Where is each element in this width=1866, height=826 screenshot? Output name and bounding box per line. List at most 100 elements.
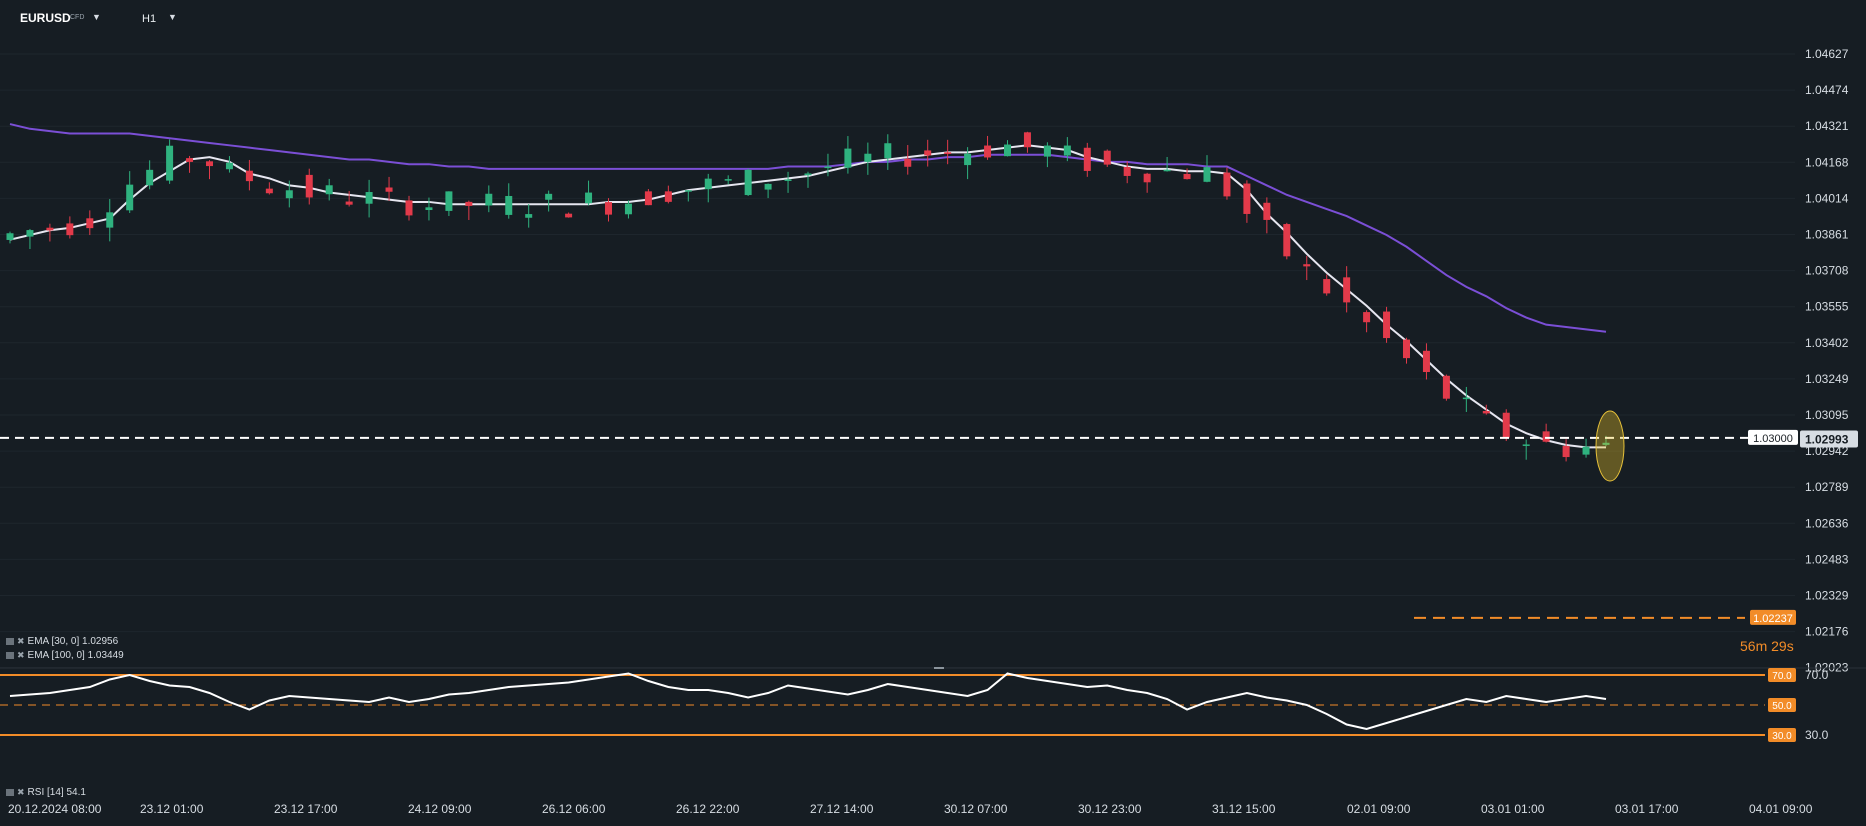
symbol-dropdown-chevron-icon[interactable]: ▼ [92,12,101,22]
candle [1143,172,1151,193]
candle [684,190,692,202]
low-marker-label: 1.02237 [1750,609,1796,625]
candle [1263,197,1271,234]
price-tick-label: 1.03555 [1805,300,1849,314]
candles [6,131,1610,462]
candle [1582,438,1590,458]
candle [1083,142,1091,177]
candle [505,183,513,219]
top-toolbar: EURUSD CFD ▼ H1 ▼ [0,0,1866,36]
horizontal-line-label[interactable]: 1.03000 [1748,429,1798,445]
candle [1343,266,1351,313]
timeframe-label[interactable]: H1 [142,13,157,25]
rsi-legend[interactable]: ✖ RSI [14] 54.1 [6,787,86,798]
candle [106,199,114,242]
price-tick-label: 1.03861 [1805,228,1849,242]
candle [1442,374,1450,401]
candle [1562,439,1570,462]
time-tick-label: 03.01 01:00 [1481,802,1545,816]
highlight-ellipse[interactable] [1595,410,1625,482]
candle [904,145,912,175]
settings-icon[interactable] [6,651,14,659]
rsi-axis-tick: 70.0 [1805,668,1829,682]
candle [1303,255,1311,281]
candle [1383,306,1391,343]
rsi-legend-label: RSI [14] 54.1 [27,787,86,798]
settings-icon[interactable] [6,637,14,645]
candle [166,139,174,184]
countdown-seconds: 29s [1771,638,1794,654]
candle [1542,423,1550,443]
close-icon[interactable]: ✖ [17,650,25,660]
candle [624,200,632,219]
rsi-axis-tick: 30.0 [1805,728,1829,742]
time-tick-label: 26.12 22:00 [676,802,740,816]
candle [325,178,333,201]
rsi-level-value: 30.0 [1772,731,1792,742]
price-tick-label: 1.04168 [1805,155,1849,169]
price-tick-label: 1.02329 [1805,589,1849,603]
candle [844,136,852,174]
candle [565,212,573,218]
rsi-level-label: 30.0 [1768,728,1796,742]
ema100-polyline [9,123,1607,333]
price-tick-label: 1.04014 [1805,191,1849,205]
candle [864,142,872,175]
candle [146,160,154,190]
candle [944,139,952,165]
candle [924,139,932,167]
candle [485,185,493,213]
price-tick-label: 1.02789 [1805,480,1849,494]
ema100-legend[interactable]: ✖ EMA [100, 0] 1.03449 [6,650,124,661]
rsi-polyline [9,672,1607,731]
time-tick-label: 24.12 09:00 [408,802,472,816]
candle [1023,131,1031,153]
price-tick-label: 1.02483 [1805,552,1849,566]
ema30-legend[interactable]: ✖ EMA [30, 0] 1.02956 [6,636,118,647]
symbol-name[interactable]: EURUSD [20,11,71,25]
time-tick-label: 27.12 14:00 [810,802,874,816]
candle [724,175,732,185]
time-tick-label: 04.01 09:00 [1749,802,1813,816]
candle [126,171,134,213]
price-axis[interactable]: 1.04627 1.04474 1.04321 1.04168 1.04014 1.038… [1800,47,1858,675]
candle [764,183,772,199]
grid-lines [0,53,1795,669]
price-tick-label: 1.04627 [1805,47,1849,61]
candle [225,156,233,173]
candle [884,134,892,170]
time-tick-label: 30.12 07:00 [944,802,1008,816]
candle [585,180,593,206]
candle [26,228,34,250]
candle [385,176,393,201]
time-axis[interactable]: 20.12.2024 08:00 23.12 01:00 23.12 17:00 24… [8,802,1813,816]
candle [984,135,992,160]
candle [1223,167,1231,200]
candle [265,182,273,195]
timeframe-chevron-down-icon[interactable]: ▼ [168,12,177,22]
candle [1403,337,1410,364]
settings-icon[interactable] [6,788,14,796]
candle [644,189,652,206]
candle [964,147,972,180]
candle [804,171,812,188]
candle [704,173,712,203]
close-icon[interactable]: ✖ [17,636,25,646]
candle [1183,168,1191,180]
price-tick-label: 1.02636 [1805,516,1849,530]
candle [206,160,213,180]
candle [465,200,473,220]
candle [1123,161,1131,184]
candle [1363,310,1371,333]
horizontal-line-1-03000[interactable]: 1.03000 [0,429,1798,445]
time-tick-label: 02.01 09:00 [1347,802,1411,816]
low-marker-line: 1.02237 [1414,609,1796,625]
close-icon[interactable]: ✖ [17,787,25,797]
candle [345,191,353,207]
price-tick-label: 1.03095 [1805,408,1849,422]
candle [784,171,792,193]
rsi-level-value: 50.0 [1772,701,1792,712]
candle [66,216,74,239]
candle [1163,157,1171,172]
